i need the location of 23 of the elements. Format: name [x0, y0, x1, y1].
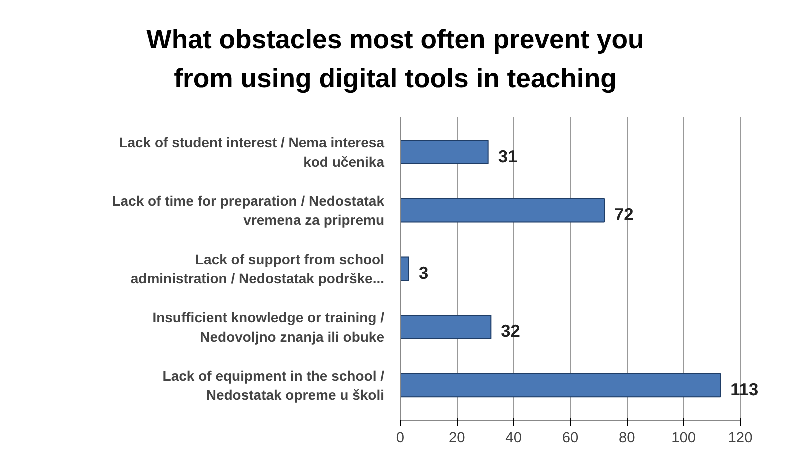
x-tick-label: 20: [449, 430, 466, 446]
data-label: 3: [419, 262, 429, 283]
x-tick-label: 60: [562, 430, 579, 446]
bar: [400, 373, 722, 398]
x-tick-label: 40: [506, 430, 522, 446]
bar: [400, 315, 492, 340]
bar: [400, 256, 410, 282]
bar: [400, 198, 605, 223]
x-tick-label: 0: [396, 430, 405, 446]
y-tick-label: Insufficient knowledge or training / Nedovoljno znanja ili obuke: [152, 310, 385, 345]
data-label: 113: [730, 380, 759, 400]
x-tick-label: 100: [672, 430, 696, 446]
y-tick-label: Lack of support from school administration / Nedostatak podrške...: [130, 251, 385, 286]
data-label: 72: [614, 204, 634, 225]
x-tick-label: 80: [619, 430, 636, 446]
data-label: 32: [501, 321, 520, 342]
y-tick-label: Lack of equipment in the school / Nedostatak opreme u školi: [162, 368, 385, 404]
x-tick-label: 120: [728, 430, 753, 446]
y-tick-label: Lack of student interest / Nema interesa kod učenika: [119, 134, 385, 170]
chart-title: What obstacles most often prevent you from using digital tools in teaching: [146, 24, 644, 94]
bar: [400, 140, 489, 164]
data-label: 31: [498, 146, 518, 166]
y-tick-label: Lack of time for preparation / Nedostatak vremena za pripremu: [112, 192, 385, 228]
